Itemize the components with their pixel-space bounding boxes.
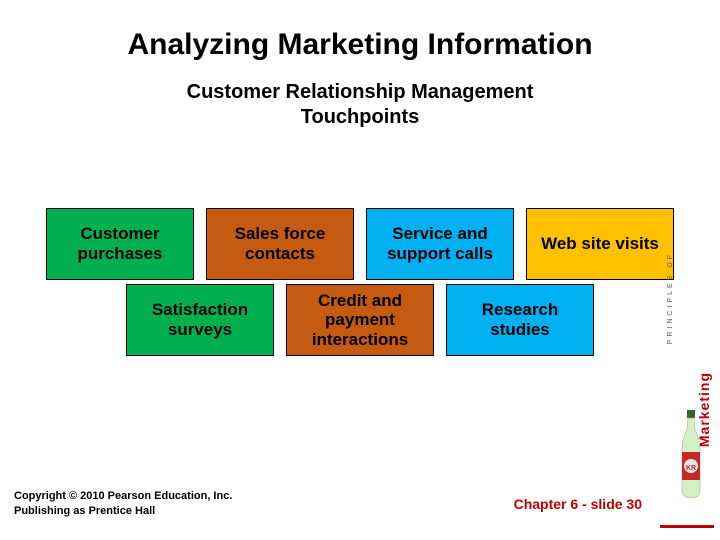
touchpoint-row-2: Satisfaction surveys Credit and payment … [0,284,720,356]
touchpoint-box: Service and support calls [366,208,514,280]
slide-title: Analyzing Marketing Information [0,0,720,62]
touchpoint-box: Research studies [446,284,594,356]
copyright-line1: Copyright © 2010 Pearson Education, Inc. [14,490,232,502]
sidebar-underline [660,525,714,528]
touchpoint-box: Satisfaction surveys [126,284,274,356]
touchpoint-box: Customer purchases [46,208,194,280]
touchpoint-box: Credit and payment interactions [286,284,434,356]
subtitle-line2: Touchpoints [301,106,420,128]
bottle-icon: KR [676,410,706,500]
copyright-line2: Publishing as Prentice Hall [14,505,155,517]
copyright-footer: Copyright © 2010 Pearson Education, Inc.… [14,489,232,518]
touchpoint-box: Sales force contacts [206,208,354,280]
slide-subtitle: Customer Relationship Management Touchpo… [0,80,720,130]
subtitle-line1: Customer Relationship Management [187,81,534,103]
svg-text:KR: KR [686,465,696,472]
sidebar-tagline: PRINCIPLES OF [667,252,674,344]
chapter-slide-label: Chapter 6 - slide 30 [514,496,642,512]
touchpoint-box: Web site visits [526,208,674,280]
touchpoint-row-1: Customer purchases Sales force contacts … [0,208,720,280]
